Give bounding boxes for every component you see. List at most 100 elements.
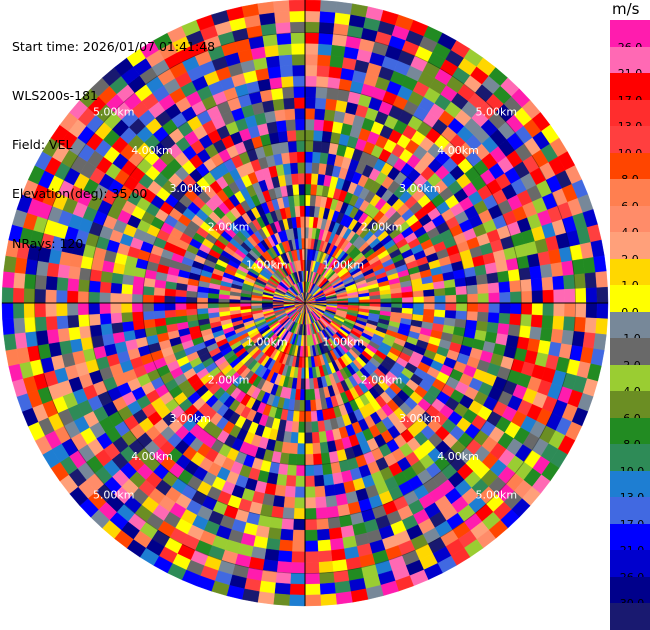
gate-cell [423, 295, 436, 304]
gate-cell [495, 260, 509, 273]
gate-cell [531, 302, 544, 316]
gate-cell [304, 75, 318, 88]
gate-cell [55, 302, 68, 317]
gate-cell [304, 378, 310, 390]
gate-cell [142, 310, 155, 321]
gate-cell [300, 227, 306, 239]
gate-cell [553, 302, 565, 317]
gate-cell [297, 162, 306, 174]
gate-cell [574, 288, 587, 304]
gate-cell [552, 315, 565, 331]
gate-cell [296, 443, 306, 455]
gate-cell [412, 302, 425, 310]
gate-cell [88, 291, 100, 304]
gate-cell [454, 277, 467, 288]
gate-cell [284, 108, 296, 121]
gate-cell [278, 539, 293, 552]
gate-cell [304, 432, 313, 444]
gate-cell [277, 130, 289, 143]
gate-cell [274, 109, 286, 122]
info-panel: Start time: 2026/01/07 01:41:48 WLS200s-… [12, 6, 215, 269]
gate-cell [287, 140, 298, 153]
gate-cell [304, 562, 320, 574]
gate-cell [295, 118, 306, 131]
gate-cell [290, 162, 299, 175]
gate-cell [298, 183, 306, 196]
gate-cell [45, 315, 58, 331]
gate-cell [304, 53, 319, 66]
gate-cell [455, 285, 468, 296]
gate-cell [314, 97, 327, 110]
gate-cell [288, 151, 298, 164]
gate-cell [266, 121, 279, 134]
gate-cell [456, 302, 468, 312]
gate-cell [110, 302, 122, 314]
gate-cell [455, 310, 468, 321]
gate-cell [66, 302, 79, 316]
gate-cell [530, 277, 543, 292]
gate-cell [298, 410, 306, 423]
gate-cell [584, 272, 597, 289]
gate-cell [499, 292, 511, 304]
range-label: 4.00km [437, 144, 479, 157]
gate-cell [311, 421, 319, 433]
gate-cell [2, 271, 15, 288]
gate-cell [412, 296, 425, 304]
gate-cell [308, 378, 315, 390]
gate-cell [596, 302, 609, 320]
gate-cell [318, 32, 334, 45]
gate-cell [434, 302, 446, 311]
gate-cell [304, 140, 314, 152]
gate-cell [112, 331, 126, 344]
gate-cell [443, 279, 456, 289]
gate-cell [293, 86, 306, 98]
gate-cell [99, 281, 112, 294]
gate-cell [288, 0, 306, 12]
gate-cell [121, 311, 134, 323]
gate-cell [123, 329, 136, 342]
gate-cell [264, 44, 280, 58]
gate-cell [131, 284, 144, 295]
gate-cell [274, 484, 286, 497]
gate-cell [99, 292, 111, 304]
range-label: 1.00km [322, 259, 364, 272]
gate-cell [285, 474, 297, 487]
gate-cell [153, 294, 165, 304]
gate-cell [45, 302, 57, 317]
gate-cell [56, 276, 69, 291]
gate-cell [316, 75, 329, 88]
gate-cell [196, 302, 208, 309]
gate-cell [278, 54, 293, 67]
gate-cell [542, 289, 555, 304]
gate-cell [550, 328, 564, 344]
gate-cell [334, 12, 351, 26]
gate-cell [380, 293, 392, 300]
colorbar: 26.021.017.013.010.08.06.04.02.01.00.0-1… [610, 20, 650, 630]
gate-cell [484, 262, 498, 275]
gate-cell [285, 119, 297, 132]
range-label: 1.00km [246, 335, 288, 348]
colorbar-segment: 10.0 [610, 126, 650, 160]
gate-cell [2, 318, 15, 335]
gate-cell [269, 516, 283, 530]
gate-cell [57, 327, 71, 343]
gate-cell [289, 10, 306, 23]
gate-cell [563, 316, 576, 332]
gate-cell [324, 484, 336, 497]
gate-cell [264, 110, 277, 124]
gate-cell [312, 140, 323, 153]
gate-cell [153, 286, 166, 296]
gate-cell [314, 108, 326, 121]
gate-cell [45, 275, 58, 291]
gate-cell [275, 119, 288, 133]
gate-cell [78, 267, 92, 281]
gate-cell [304, 97, 316, 109]
gate-cell [297, 432, 306, 444]
gate-cell [291, 43, 306, 55]
gate-cell [286, 464, 297, 477]
gate-cell [153, 310, 166, 320]
gate-cell [284, 485, 296, 498]
gate-cell [573, 273, 587, 290]
colorbar-segment: 17.0 [610, 73, 650, 107]
gate-cell [142, 294, 154, 304]
